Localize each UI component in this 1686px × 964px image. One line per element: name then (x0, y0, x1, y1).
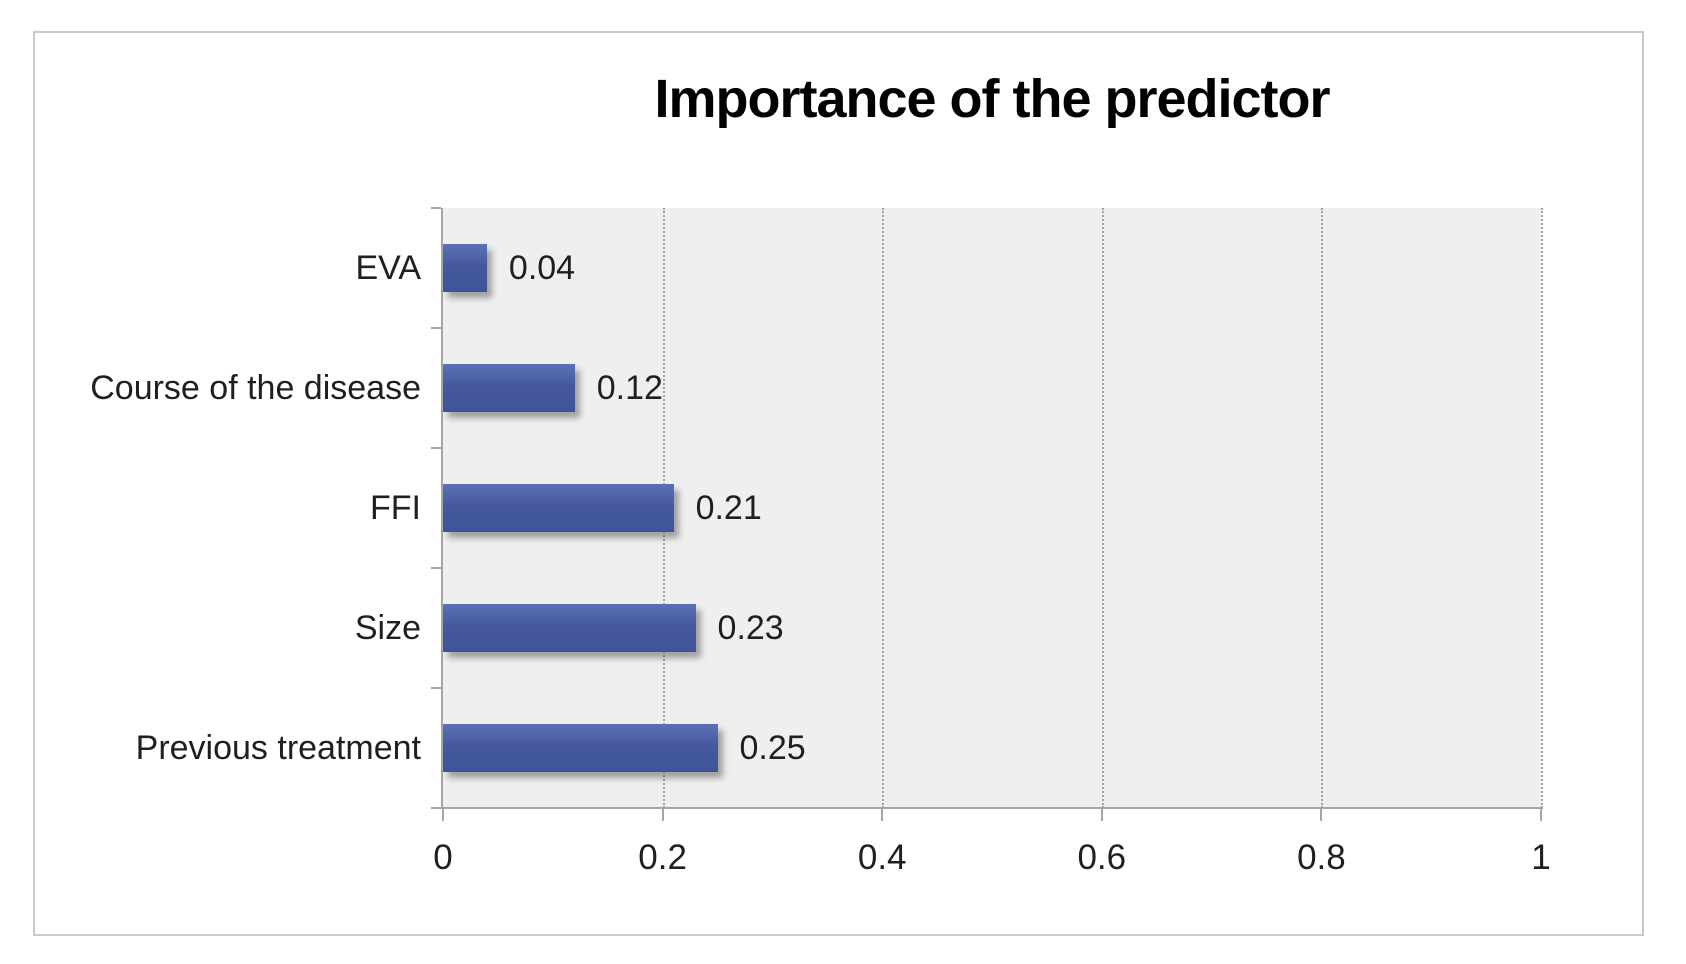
value-label-eva: 0.04 (508, 248, 576, 287)
chart-title: Importance of the predictor (654, 69, 1330, 129)
x-axis-label-0.2: 0.2 (638, 838, 687, 877)
x-axis-tick-0.8 (1320, 807, 1323, 821)
value-label-previous-treatment: 0.25 (739, 728, 806, 767)
value-label-ffi: 0.21 (695, 488, 762, 527)
gridline-0.4 (882, 208, 885, 808)
y-axis-tick-2 (431, 447, 441, 449)
y-axis-tick-3 (431, 567, 441, 569)
x-axis-label-0: 0 (433, 838, 453, 877)
x-axis-tick-1 (1540, 807, 1542, 821)
value-label-size: 0.23 (717, 608, 784, 647)
x-axis-label-0.4: 0.4 (857, 838, 907, 877)
x-axis-label-0.8: 0.8 (1297, 838, 1346, 877)
category-label-eva: EVA (355, 248, 421, 287)
x-axis-label-0.6: 0.6 (1077, 838, 1127, 877)
y-axis-tick-4 (431, 687, 441, 689)
x-axis-tick-0 (442, 807, 444, 821)
y-axis-tick-5 (431, 807, 441, 809)
value-label-course-of-the-disease: 0.12 (596, 368, 663, 407)
bar-course-of-the-disease (443, 364, 575, 412)
y-axis-tick-0 (431, 207, 441, 209)
y-axis-line (441, 208, 443, 808)
gridline-1 (1541, 208, 1543, 808)
category-label-ffi: FFI (370, 488, 421, 527)
bar-previous-treatment (443, 724, 718, 772)
category-label-course-of-the-disease: Course of the disease (90, 368, 421, 407)
plot-area: 0.04 0.12 0.21 0.23 0.25 (443, 208, 1543, 808)
x-axis-tick-0.2 (661, 807, 664, 821)
y-axis-tick-1 (431, 327, 441, 329)
category-axis-labels: EVA Course of the disease FFI Size Previous … (56, 208, 421, 808)
x-axis-tick-labels: 0 0.2 0.4 0.6 0.8 1 (433, 838, 1550, 880)
x-axis-tick-0.6 (1100, 807, 1103, 821)
gridline-0.8 (1321, 208, 1324, 808)
bar-size (443, 604, 696, 652)
bar-ffi (443, 484, 674, 532)
x-axis-label-1: 1 (1531, 838, 1551, 877)
bar-eva (443, 244, 487, 292)
gridline-0.6 (1101, 208, 1104, 808)
category-label-previous-treatment: Previous treatment (135, 728, 421, 767)
x-axis-tick-0.4 (881, 807, 884, 821)
category-label-size: Size (354, 608, 421, 647)
x-axis-line (433, 807, 1543, 809)
